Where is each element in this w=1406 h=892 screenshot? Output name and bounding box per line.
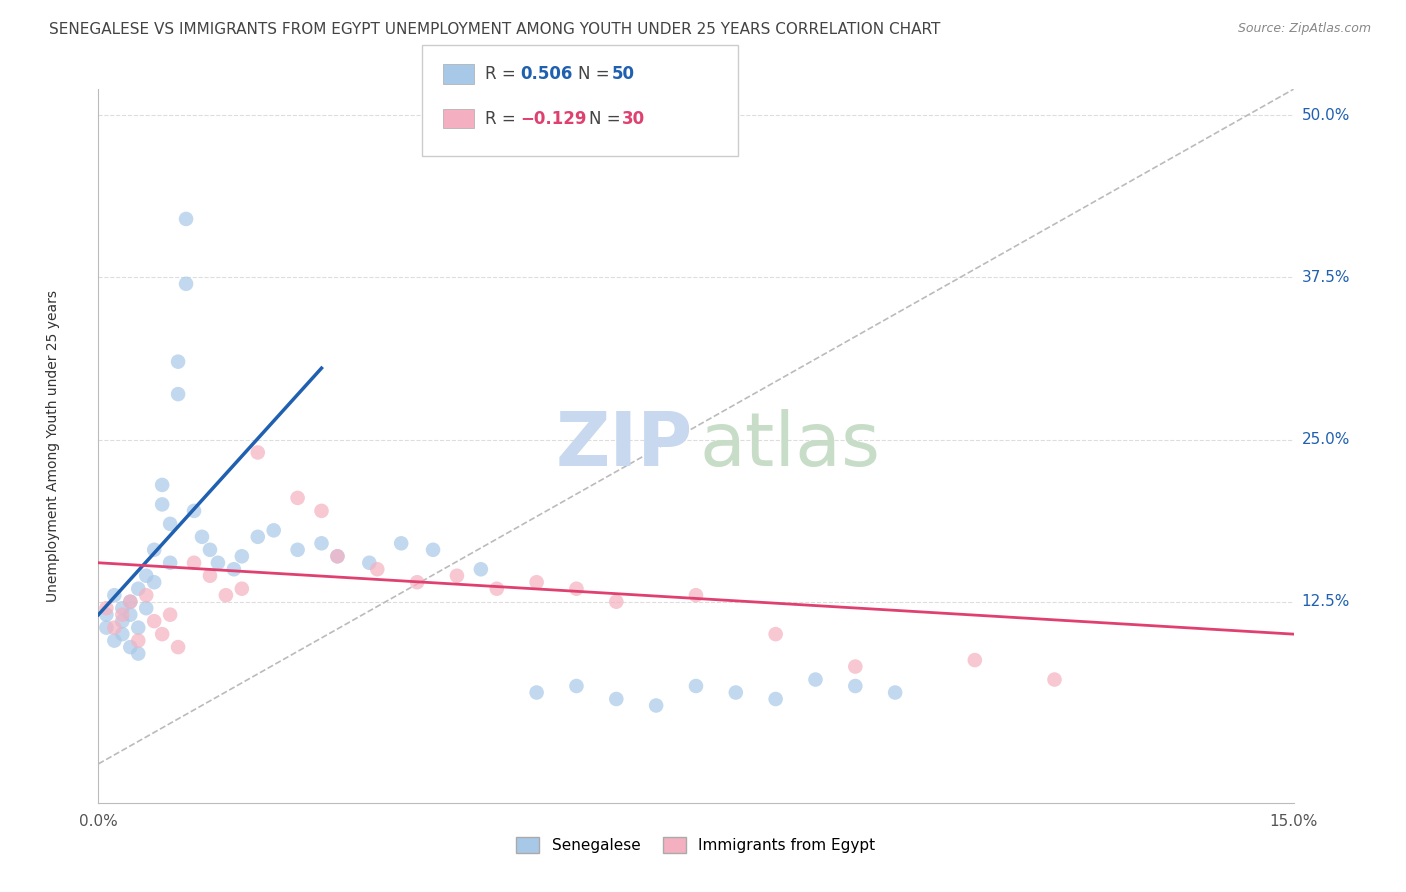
Text: N =: N = [589,110,626,128]
Point [485,582,508,596]
Point [366,562,388,576]
Point [120,607,142,622]
Point [191,530,214,544]
Point [526,685,548,699]
Point [135,588,157,602]
Point [844,659,866,673]
Point [844,679,866,693]
Text: −0.129: −0.129 [520,110,586,128]
Point [127,621,149,635]
Point [111,601,134,615]
Point [159,556,181,570]
Text: 12.5%: 12.5% [1302,594,1350,609]
Point [96,607,118,622]
Point [389,536,412,550]
Point [159,607,181,622]
Point [326,549,349,564]
Point [111,627,134,641]
Point [111,614,134,628]
Point [263,524,285,538]
Point [183,556,205,570]
Point [120,640,142,654]
Point [724,685,747,699]
Point [311,504,333,518]
Point [120,595,142,609]
Text: ZIP: ZIP [555,409,692,483]
Point [222,562,245,576]
Point [246,530,269,544]
Point [127,647,149,661]
Point [765,692,787,706]
Point [287,542,309,557]
Point [470,562,492,576]
Text: 37.5%: 37.5% [1302,270,1350,285]
Point [246,445,269,459]
Text: 50: 50 [612,65,634,83]
Point [231,549,253,564]
Text: Unemployment Among Youth under 25 years: Unemployment Among Youth under 25 years [46,290,60,602]
Point [645,698,668,713]
Point [685,679,707,693]
Point [605,595,627,609]
Point [127,633,149,648]
Text: 30: 30 [621,110,644,128]
Point [804,673,827,687]
Legend: Senegalese, Immigrants from Egypt: Senegalese, Immigrants from Egypt [510,831,882,859]
Point [215,588,238,602]
Point [174,211,197,226]
Point [150,497,173,511]
Point [150,627,173,641]
Point [311,536,333,550]
Point [167,387,190,401]
Text: 50.0%: 50.0% [1302,108,1350,122]
Point [422,542,444,557]
Text: R =: R = [485,65,522,83]
Point [406,575,429,590]
Point [207,556,229,570]
Point [605,692,627,706]
Point [884,685,907,699]
Text: SENEGALESE VS IMMIGRANTS FROM EGYPT UNEMPLOYMENT AMONG YOUTH UNDER 25 YEARS CORR: SENEGALESE VS IMMIGRANTS FROM EGYPT UNEM… [49,22,941,37]
Point [565,679,588,693]
Point [359,556,381,570]
Point [143,614,166,628]
Point [96,601,118,615]
Point [198,568,221,582]
Point [963,653,986,667]
Point [103,588,125,602]
Point [685,588,707,602]
Point [120,595,142,609]
Point [143,542,166,557]
Point [446,568,468,582]
Point [167,354,190,368]
Point [198,542,221,557]
Point [111,607,134,622]
Point [103,633,125,648]
Text: atlas: atlas [700,409,880,483]
Point [135,568,157,582]
Point [150,478,173,492]
Point [174,277,197,291]
Point [103,621,125,635]
Point [183,504,205,518]
Text: Source: ZipAtlas.com: Source: ZipAtlas.com [1237,22,1371,36]
Point [167,640,190,654]
Point [1043,673,1066,687]
Text: R =: R = [485,110,522,128]
Point [135,601,157,615]
Point [159,516,181,531]
Point [96,621,118,635]
Point [326,549,349,564]
Point [127,582,149,596]
Point [231,582,253,596]
Text: 25.0%: 25.0% [1302,432,1350,447]
Text: N =: N = [578,65,614,83]
Point [287,491,309,505]
Point [765,627,787,641]
Point [526,575,548,590]
Point [143,575,166,590]
Point [565,582,588,596]
Text: 0.506: 0.506 [520,65,572,83]
